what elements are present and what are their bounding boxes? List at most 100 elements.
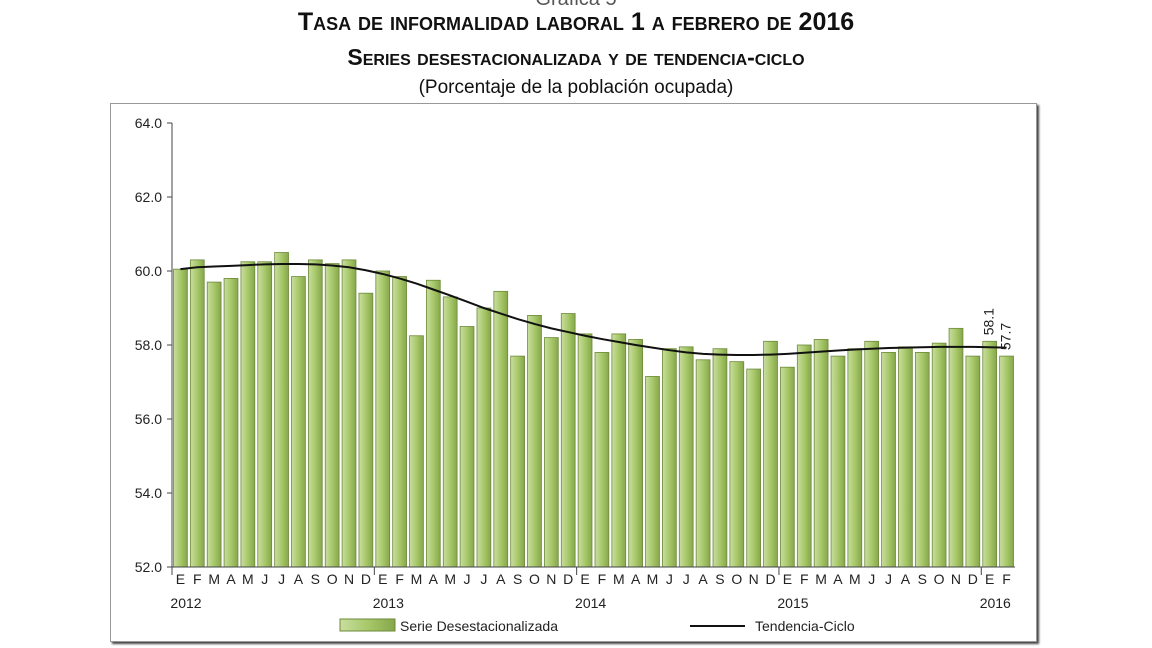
- bar: [796, 344, 812, 568]
- bar: [645, 376, 660, 568]
- year-label: 2016: [980, 595, 1011, 611]
- bar: [982, 340, 998, 568]
- y-tick-label: 56.0: [135, 411, 162, 427]
- figure-number: Gráfica 5: [0, 0, 1152, 11]
- bar: [611, 333, 627, 568]
- bar: [510, 355, 525, 568]
- month-label: A: [496, 571, 506, 587]
- month-label: A: [698, 571, 708, 587]
- bar: [459, 326, 475, 568]
- bar: [375, 270, 391, 568]
- year-label: 2012: [170, 595, 201, 611]
- bar: [628, 339, 643, 568]
- month-label: N: [546, 571, 556, 587]
- month-label: F: [395, 571, 404, 587]
- month-label: A: [429, 571, 439, 587]
- chart-subtitle: Series desestacionalizada y de tendencia…: [347, 44, 805, 70]
- y-tick-label: 52.0: [135, 559, 162, 575]
- month-label: E: [580, 571, 589, 587]
- bar: [291, 276, 306, 568]
- month-label: S: [715, 571, 724, 587]
- bar: [189, 259, 205, 568]
- bar: [476, 307, 492, 568]
- bar: [240, 261, 256, 568]
- chart-frame: [110, 103, 1037, 642]
- bar: [695, 359, 711, 568]
- month-label: A: [294, 571, 304, 587]
- month-label: O: [327, 571, 338, 587]
- bar: [577, 333, 593, 568]
- data-label: 58.1: [981, 308, 997, 335]
- month-label: A: [226, 571, 236, 587]
- y-tick-label: 60.0: [135, 263, 162, 279]
- bar: [898, 346, 913, 568]
- bar: [746, 368, 761, 568]
- y-tick-label: 58.0: [135, 337, 162, 353]
- month-label: E: [783, 571, 792, 587]
- month-label: F: [800, 571, 809, 587]
- bar: [780, 366, 795, 568]
- y-tick-label: 62.0: [135, 189, 162, 205]
- month-label: A: [631, 571, 641, 587]
- bar: [678, 346, 694, 568]
- bar: [257, 261, 273, 568]
- bar: [864, 340, 880, 568]
- bar: [881, 351, 896, 568]
- bar: [948, 327, 964, 568]
- month-label: J: [480, 571, 487, 587]
- bar: [830, 355, 846, 568]
- month-label: D: [765, 571, 775, 587]
- year-label: 2014: [575, 595, 606, 611]
- month-label: E: [378, 571, 387, 587]
- month-label: N: [344, 571, 354, 587]
- month-label: M: [411, 571, 423, 587]
- month-label: F: [1002, 571, 1011, 587]
- month-label: F: [598, 571, 607, 587]
- month-label: E: [985, 571, 994, 587]
- month-label: M: [242, 571, 254, 587]
- year-label: 2015: [777, 595, 808, 611]
- bar: [763, 340, 778, 568]
- bar: [847, 348, 863, 568]
- month-label: O: [731, 571, 742, 587]
- bar: [324, 263, 340, 568]
- bar: [527, 314, 542, 568]
- month-label: J: [278, 571, 285, 587]
- month-label: J: [885, 571, 892, 587]
- month-label: J: [868, 571, 875, 587]
- bar: [358, 292, 374, 568]
- month-label: S: [918, 571, 927, 587]
- bar: [965, 355, 981, 568]
- bar: [425, 279, 441, 568]
- month-label: D: [563, 571, 573, 587]
- month-label: D: [361, 571, 371, 587]
- month-label: J: [464, 571, 471, 587]
- bar: [206, 281, 222, 568]
- bar: [544, 337, 559, 568]
- legend-label-line: Tendencia-Ciclo: [755, 618, 855, 634]
- bar: [999, 355, 1014, 568]
- month-label: F: [193, 571, 202, 587]
- bar: [662, 348, 677, 568]
- legend-label-bar: Serie Desestacionalizada: [400, 618, 558, 634]
- bar: [729, 361, 745, 568]
- month-label: M: [647, 571, 659, 587]
- month-label: S: [513, 571, 522, 587]
- y-tick-label: 64.0: [135, 115, 162, 131]
- bar: [594, 351, 610, 568]
- year-label: 2013: [373, 595, 404, 611]
- month-label: M: [849, 571, 861, 587]
- month-label: D: [968, 571, 978, 587]
- bar: [442, 296, 458, 568]
- bar: [223, 277, 239, 568]
- month-label: O: [934, 571, 945, 587]
- month-label: J: [683, 571, 690, 587]
- bar: [341, 259, 357, 568]
- bar: [813, 339, 829, 568]
- month-label: A: [901, 571, 911, 587]
- chart-title: Tasa de informalidad laboral 1 a febrero…: [297, 8, 855, 36]
- month-label: M: [815, 571, 827, 587]
- month-label: J: [666, 571, 673, 587]
- bar: [392, 276, 407, 568]
